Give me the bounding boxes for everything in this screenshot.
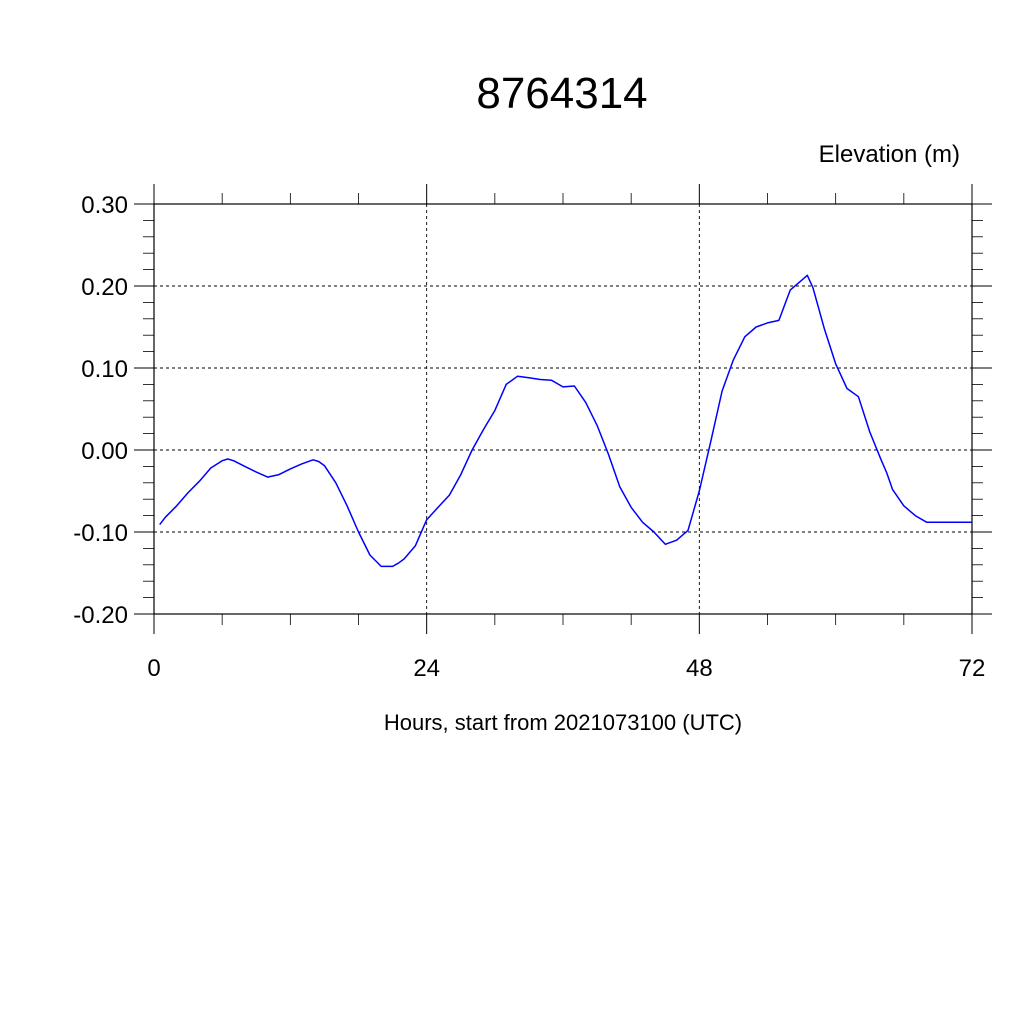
y-tick-label: 0.20	[81, 274, 128, 301]
y-tick-label: 0.10	[81, 356, 128, 383]
y-tick-label: -0.20	[73, 602, 128, 629]
series-layer	[159, 274, 972, 568]
grid-lines	[153, 203, 973, 615]
chart-title: 8764314	[476, 69, 647, 118]
elevation-series-line	[159, 274, 972, 568]
axis-ticks	[134, 184, 992, 634]
plot-frame	[153, 203, 973, 615]
y-tick-label: -0.10	[73, 520, 128, 547]
y-tick-label: 0.30	[81, 192, 128, 219]
y-axis-unit-label: Elevation (m)	[819, 141, 960, 168]
tick-labels: -0.20 -0.10 0.00 0.10 0.20 0.30 0 24 48 72	[73, 192, 985, 682]
x-tick-label: 0	[147, 655, 160, 682]
x-axis-label: Hours, start from 2021073100 (UTC)	[384, 710, 742, 735]
y-tick-label: 0.00	[81, 438, 128, 465]
x-tick-label: 72	[959, 655, 986, 682]
x-tick-label: 24	[413, 655, 440, 682]
x-tick-label: 48	[686, 655, 713, 682]
